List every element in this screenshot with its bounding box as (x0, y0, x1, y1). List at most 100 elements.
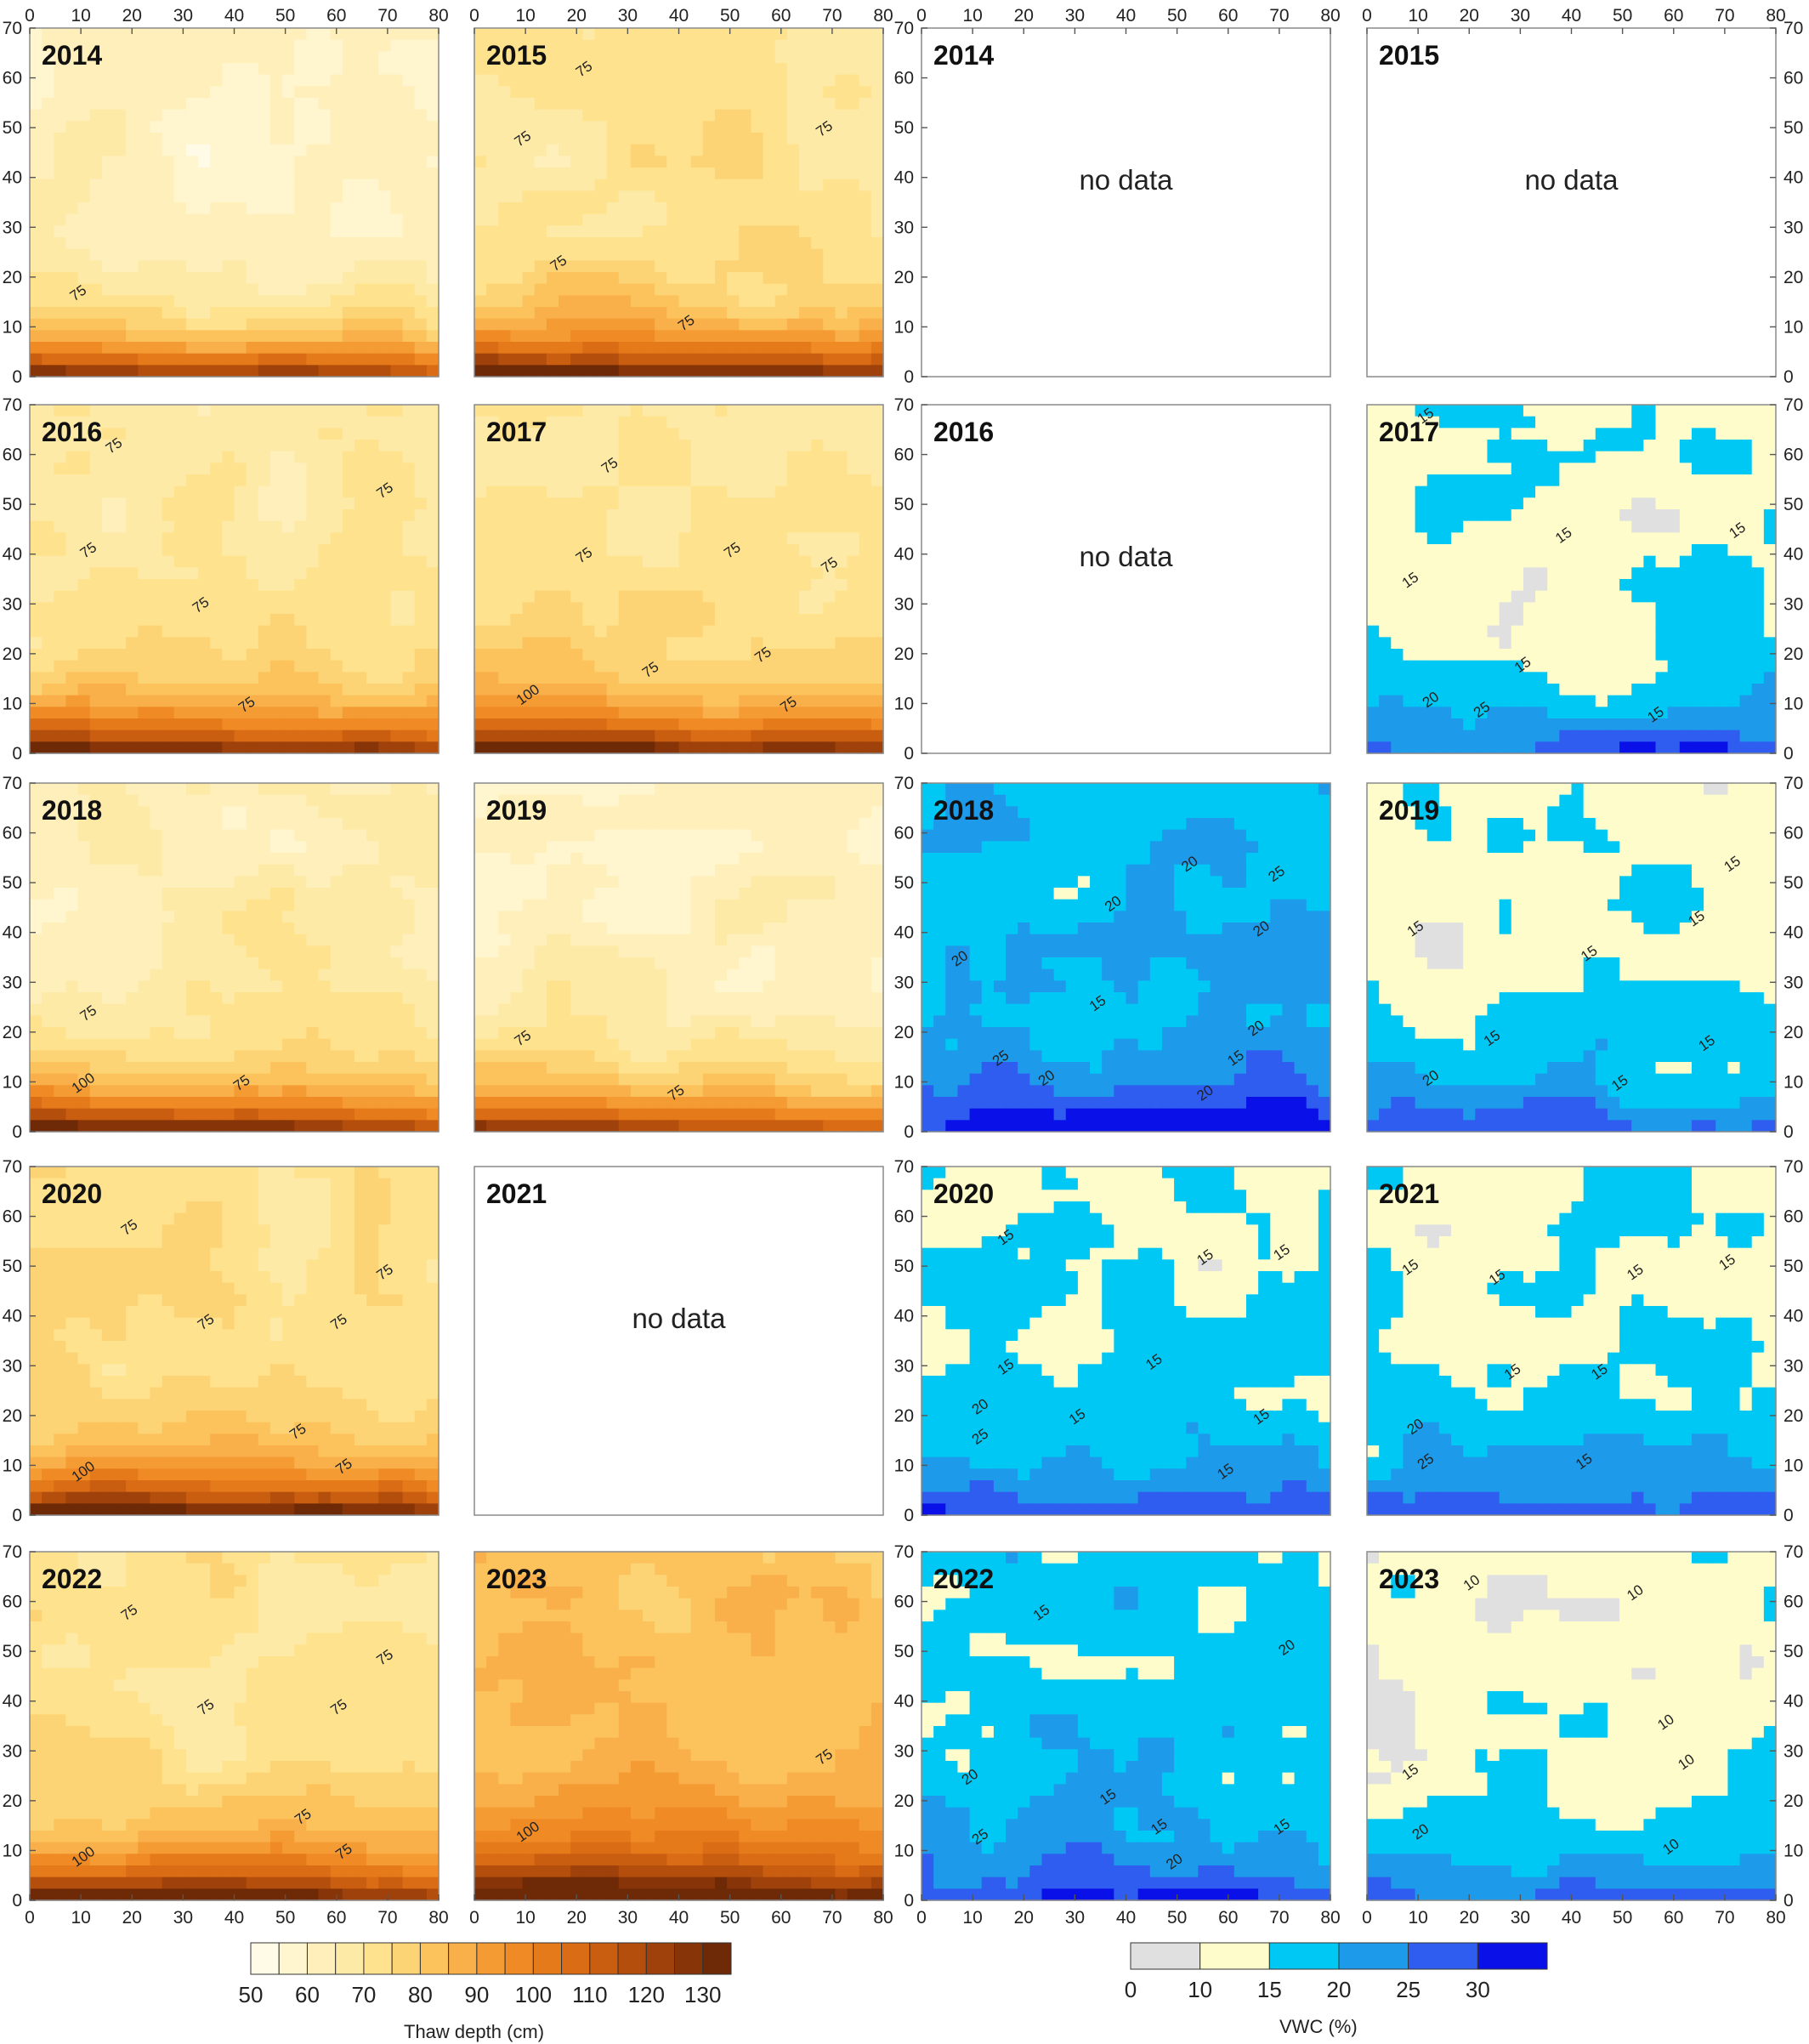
contour-cell (426, 741, 439, 754)
contour-cell (522, 74, 536, 87)
contour-cell (522, 365, 536, 378)
contour-cell (798, 649, 812, 661)
contour-cell (510, 86, 524, 99)
contour-cell (666, 520, 680, 533)
contour-cell (510, 625, 524, 638)
contour-cell (378, 532, 392, 545)
contour-cell (426, 980, 439, 993)
contour-cell (378, 649, 392, 661)
contour-cell (138, 1050, 151, 1063)
contour-cell (234, 899, 247, 911)
contour-cell (294, 637, 307, 650)
contour-cell (150, 730, 163, 742)
contour-cell (859, 416, 872, 429)
contour-cell (282, 509, 295, 522)
contour-cell (89, 190, 103, 203)
contour-cell (402, 911, 416, 923)
contour-cell (294, 318, 307, 331)
contour-cell (870, 213, 884, 226)
contour-cell (222, 248, 235, 261)
contour-cell (222, 463, 235, 475)
contour-cell (739, 98, 751, 111)
contour-cell (643, 283, 655, 296)
contour-cell (162, 876, 175, 889)
contour-cell (30, 1015, 43, 1028)
contour-cell (559, 718, 571, 731)
contour-cell (678, 307, 692, 320)
contour-cell (269, 28, 283, 41)
contour-cell (390, 451, 404, 463)
contour-cell (378, 899, 392, 911)
contour-cell (162, 1038, 175, 1051)
contour-cell (222, 853, 235, 866)
contour-cell (559, 637, 571, 650)
contour-cell (426, 1038, 439, 1051)
contour-cell (258, 794, 271, 807)
contour-cell (222, 237, 235, 250)
contour-cell (162, 74, 175, 87)
contour-cell (101, 684, 115, 696)
contour-cell (390, 625, 404, 638)
contour-cell (294, 806, 307, 819)
contour-cell (678, 637, 692, 650)
contour-cell (835, 684, 848, 696)
contour-cell (498, 167, 512, 180)
contour-cell (42, 934, 54, 946)
contour-cell (570, 649, 583, 661)
x-tick-label: 40 (669, 6, 689, 26)
contour-cell (210, 806, 223, 819)
contour-cell (306, 783, 320, 796)
contour-cell (498, 190, 512, 203)
contour-cell (739, 544, 751, 557)
contour-cell (101, 579, 115, 592)
contour-cell (426, 342, 439, 355)
contour-cell (774, 365, 788, 378)
contour-cell (835, 416, 848, 429)
contour-cell (402, 28, 416, 41)
contour-cell (570, 509, 583, 522)
contour-cell (582, 86, 596, 99)
contour-cell (559, 342, 571, 355)
contour-cell (222, 730, 235, 742)
contour-cell (306, 923, 320, 935)
contour-cell (77, 121, 91, 133)
contour-cell (342, 39, 355, 52)
contour-cell (870, 109, 884, 122)
contour-cell (559, 353, 571, 366)
contour-cell (126, 248, 139, 261)
contour-cell (126, 497, 139, 510)
contour-cell (89, 695, 103, 707)
contour-cell (847, 672, 860, 684)
contour-cell (89, 51, 103, 64)
contour-cell (702, 509, 716, 522)
contour-cell (402, 532, 416, 545)
contour-cell (546, 695, 559, 707)
contour-cell (150, 353, 163, 366)
contour-cell (185, 695, 199, 707)
contour-cell (763, 295, 776, 308)
contour-cell (774, 637, 788, 650)
contour-cell (65, 567, 79, 580)
contour-cell (354, 86, 367, 99)
contour-cell (714, 590, 728, 603)
contour-cell (630, 555, 644, 568)
contour-cell (294, 660, 307, 673)
contour-cell (630, 614, 644, 627)
contour-cell (318, 660, 332, 673)
contour-cell (618, 295, 632, 308)
contour-cell (714, 485, 728, 498)
contour-cell (246, 167, 259, 180)
contour-cell (173, 295, 187, 308)
contour-cell (101, 876, 115, 889)
contour-cell (77, 899, 91, 911)
contour-cell (126, 156, 139, 168)
contour-cell (751, 190, 764, 203)
contour-cell (114, 532, 127, 545)
contour-cell (714, 532, 728, 545)
contour-cell (258, 625, 271, 638)
contour-cell (690, 463, 704, 475)
contour-cell (811, 133, 824, 145)
contour-cell (559, 497, 571, 510)
y-tick-label: 60 (3, 446, 22, 465)
contour-cell (546, 353, 559, 366)
